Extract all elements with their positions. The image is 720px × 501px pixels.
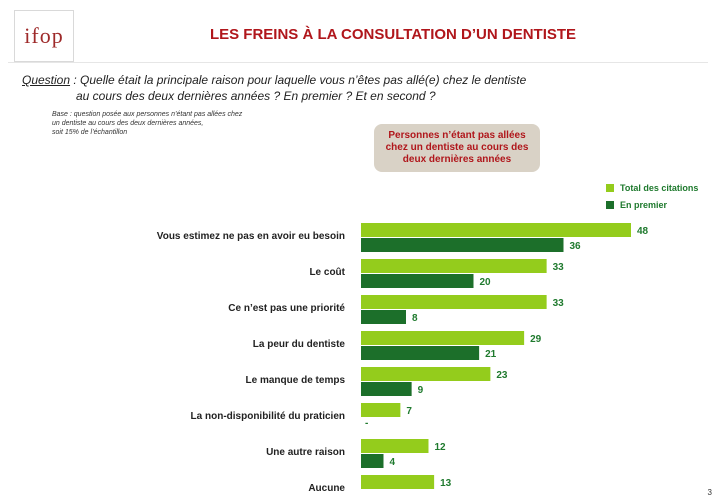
base-line-1: Base : question posée aux personnes n’ét… xyxy=(52,111,243,118)
category-label: La non-disponibilité du praticien xyxy=(191,411,345,422)
category-label: Aucune xyxy=(308,483,345,494)
category-label: La peur du dentiste xyxy=(253,339,346,350)
value-label: 20 xyxy=(480,277,492,288)
question-line-2: au cours des deux dernières années ? En … xyxy=(76,89,436,103)
bar-total xyxy=(361,259,547,273)
base-note: Base : question posée aux personnes n’ét… xyxy=(52,110,262,137)
bar-total xyxy=(361,475,435,489)
value-label: 13 xyxy=(440,478,452,489)
legend-swatch-premier xyxy=(606,200,614,209)
legend-label-premier: En premier xyxy=(620,199,668,210)
value-label: 12 xyxy=(435,442,447,453)
bar-total xyxy=(361,331,525,345)
bar-premier xyxy=(361,346,480,360)
legend-swatch-total xyxy=(606,183,614,192)
chart-legend: Total des citations En premier xyxy=(606,179,698,213)
value-label: 21 xyxy=(485,349,497,360)
base-line-3: soit 15% de l’échantillon xyxy=(52,129,128,136)
base-line-2: un dentiste au cours des deux dernières … xyxy=(52,120,204,127)
value-label: 33 xyxy=(553,298,565,309)
header: ifop LES FREINS À LA CONSULTATION D’UN D… xyxy=(8,8,708,63)
value-label: 33 xyxy=(553,262,565,273)
bar-premier xyxy=(361,454,384,468)
value-label: 29 xyxy=(530,334,542,345)
bar-total xyxy=(361,403,401,417)
page-title: LES FREINS À LA CONSULTATION D’UN DENTIS… xyxy=(209,26,577,43)
category-label: Une autre raison xyxy=(266,447,345,458)
bar-total xyxy=(361,223,631,237)
value-label: 48 xyxy=(637,226,649,237)
bar-total xyxy=(361,439,429,453)
bar-premier xyxy=(361,238,564,252)
legend-item-premier: En premier xyxy=(606,196,698,213)
question-label: Question xyxy=(22,73,71,87)
question-text: Question : Quelle était la principale ra… xyxy=(22,72,582,104)
bar-total xyxy=(361,367,491,381)
legend-label-total: Total des citations xyxy=(620,182,699,193)
category-label: Le manque de temps xyxy=(246,375,346,386)
question-line-1: : Quelle était la principale raison pour… xyxy=(70,73,527,87)
legend-item-total: Total des citations xyxy=(606,179,698,196)
bar-premier xyxy=(361,274,474,288)
value-label: 9 xyxy=(418,385,424,396)
category-label: Vous estimez ne pas en avoir eu besoin xyxy=(157,231,345,242)
page-number: 3 xyxy=(707,488,712,497)
value-label: 36 xyxy=(570,241,582,252)
category-label: Ce n’est pas une priorité xyxy=(228,303,345,314)
population-callout: Personnes n’étant pas allées chez un den… xyxy=(374,124,540,172)
value-label: 7 xyxy=(406,406,412,417)
value-label: 4 xyxy=(390,457,396,468)
bar-premier xyxy=(361,382,412,396)
bar-total xyxy=(361,295,547,309)
value-label: 23 xyxy=(496,370,508,381)
value-label: 8 xyxy=(412,313,418,324)
value-label: - xyxy=(365,418,368,429)
category-label: Le coût xyxy=(309,267,345,278)
ifop-logo: ifop xyxy=(14,10,74,62)
bar-premier xyxy=(361,310,406,324)
